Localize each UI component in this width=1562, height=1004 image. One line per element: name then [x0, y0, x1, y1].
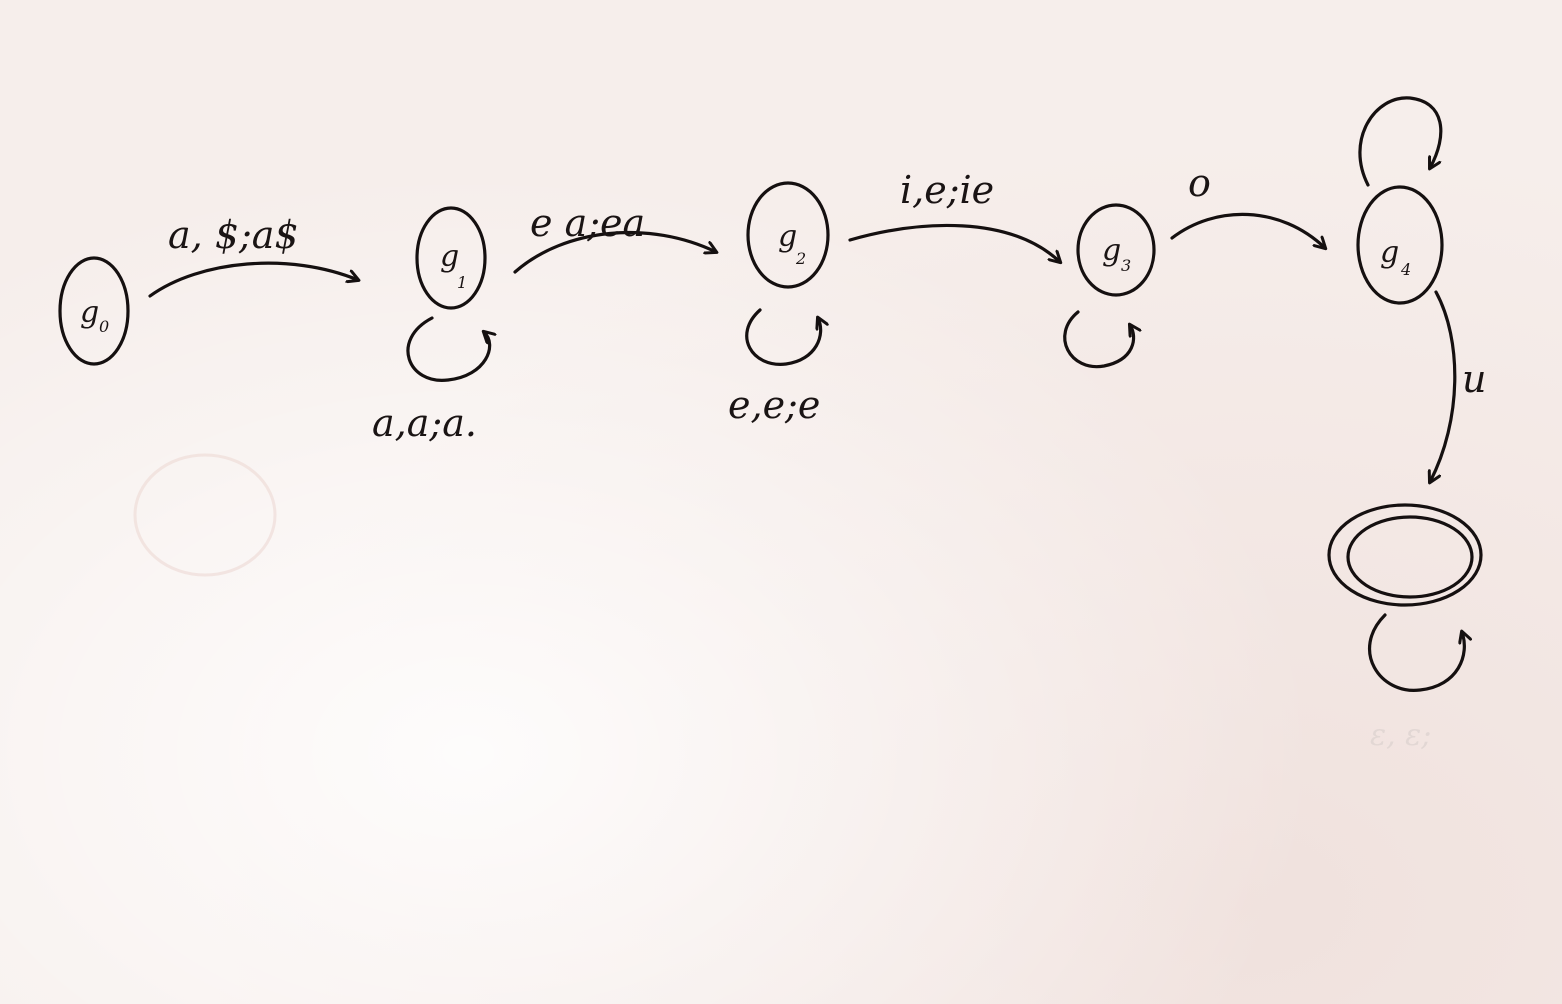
- transition-q0-q1-label: a, $;a$: [168, 213, 299, 257]
- state-q3-sub: 3: [1121, 256, 1131, 275]
- state-q1: g 1: [415, 206, 487, 310]
- loop-q1: a,a;a.: [372, 316, 490, 445]
- state-q0: g 0: [58, 256, 130, 366]
- state-q3: g 3: [1076, 203, 1156, 297]
- loop-q2: e,e;e: [728, 308, 821, 427]
- faint-background-marks: ε, ε;: [133, 453, 1431, 753]
- loop-q3: [1063, 310, 1134, 369]
- state-q3-label: g: [1102, 233, 1121, 268]
- transition-q4-qf-label: u: [1462, 357, 1486, 401]
- state-q4-sub: 4: [1400, 260, 1411, 279]
- loop-final: [1368, 613, 1465, 692]
- state-q2: g 2: [746, 181, 830, 289]
- state-q2-label: g: [778, 219, 797, 254]
- loop-q1-label: a,a;a.: [372, 401, 477, 445]
- state-q4-label: g: [1380, 235, 1399, 270]
- state-q0-sub: 0: [99, 317, 109, 336]
- transition-q2-q3-label: i,e;ie: [900, 168, 994, 212]
- state-q0-label: g: [80, 295, 99, 330]
- loop-q4: [1358, 96, 1443, 187]
- transition-q1-q2-label: e a;ea: [530, 201, 645, 245]
- transition-q2-q3: i,e;ie: [848, 168, 1060, 262]
- state-q4: g 4: [1356, 185, 1444, 305]
- transition-q3-q4-label: o: [1188, 161, 1211, 205]
- state-q2-sub: 2: [795, 249, 806, 268]
- loop-q2-label: e,e;e: [728, 383, 820, 427]
- state-q1-label: g: [440, 239, 459, 274]
- transition-q4-qf: u: [1430, 290, 1486, 482]
- state-q1-sub: 1: [457, 273, 467, 292]
- transition-q0-q1: a, $;a$: [148, 213, 358, 298]
- transition-q3-q4: o: [1170, 161, 1325, 248]
- svg-text:ε, ε;: ε, ε;: [1370, 718, 1431, 753]
- transition-q1-q2: e a;ea: [513, 201, 716, 274]
- state-final-accepting: [1327, 503, 1483, 607]
